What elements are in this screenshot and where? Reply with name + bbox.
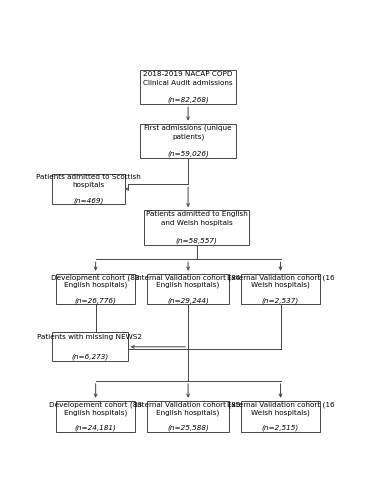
Text: English hospitals): English hospitals) xyxy=(64,282,127,288)
Text: (n=469): (n=469) xyxy=(73,198,104,204)
FancyBboxPatch shape xyxy=(147,274,229,304)
Text: (n=26,776): (n=26,776) xyxy=(75,298,117,304)
Text: and Welsh hospitals: and Welsh hospitals xyxy=(161,220,233,226)
Text: (n=25,588): (n=25,588) xyxy=(167,424,209,431)
Text: Clinical Audit admissions: Clinical Audit admissions xyxy=(143,80,233,86)
Text: External Validation cohort (16: External Validation cohort (16 xyxy=(227,274,334,281)
Text: hospitals: hospitals xyxy=(72,182,105,188)
Text: Development cohort (83: Development cohort (83 xyxy=(51,274,140,281)
Text: Patients admitted to Scottish: Patients admitted to Scottish xyxy=(36,174,141,180)
Text: (n=24,181): (n=24,181) xyxy=(75,424,117,431)
FancyBboxPatch shape xyxy=(140,70,236,104)
Text: Patients admitted to English: Patients admitted to English xyxy=(146,212,247,218)
Text: (n=82,268): (n=82,268) xyxy=(167,96,209,103)
Text: English hospitals): English hospitals) xyxy=(64,409,127,416)
Text: Welsh hospitals): Welsh hospitals) xyxy=(251,409,310,416)
FancyBboxPatch shape xyxy=(241,400,320,432)
Text: External Validation cohort (16: External Validation cohort (16 xyxy=(227,402,334,408)
Text: English hospitals): English hospitals) xyxy=(156,409,220,416)
Text: (n=2,515): (n=2,515) xyxy=(262,424,299,431)
FancyBboxPatch shape xyxy=(52,174,125,204)
Text: (n=2,537): (n=2,537) xyxy=(262,298,299,304)
Text: Internal Validation cohort (84: Internal Validation cohort (84 xyxy=(135,274,241,281)
Text: (n=59,026): (n=59,026) xyxy=(167,150,209,157)
Text: English hospitals): English hospitals) xyxy=(156,282,220,288)
FancyBboxPatch shape xyxy=(241,274,320,304)
FancyBboxPatch shape xyxy=(144,210,249,245)
FancyBboxPatch shape xyxy=(140,124,236,158)
Text: patients): patients) xyxy=(172,134,204,140)
Text: First admissions (unique: First admissions (unique xyxy=(144,124,232,131)
Text: Internal Validation cohort (83: Internal Validation cohort (83 xyxy=(135,402,241,408)
Text: Patients with missing NEWS2: Patients with missing NEWS2 xyxy=(37,334,142,340)
FancyBboxPatch shape xyxy=(147,400,229,432)
FancyBboxPatch shape xyxy=(56,400,135,432)
Text: (n=6,273): (n=6,273) xyxy=(71,353,109,360)
Text: 2018-2019 NACAP COPD: 2018-2019 NACAP COPD xyxy=(143,71,233,77)
FancyBboxPatch shape xyxy=(52,332,128,362)
FancyBboxPatch shape xyxy=(56,274,135,304)
Text: Welsh hospitals): Welsh hospitals) xyxy=(251,282,310,288)
Text: (n=29,244): (n=29,244) xyxy=(167,298,209,304)
Text: (n=58,557): (n=58,557) xyxy=(176,237,218,244)
Text: Developement cohort (83: Developement cohort (83 xyxy=(49,402,142,408)
